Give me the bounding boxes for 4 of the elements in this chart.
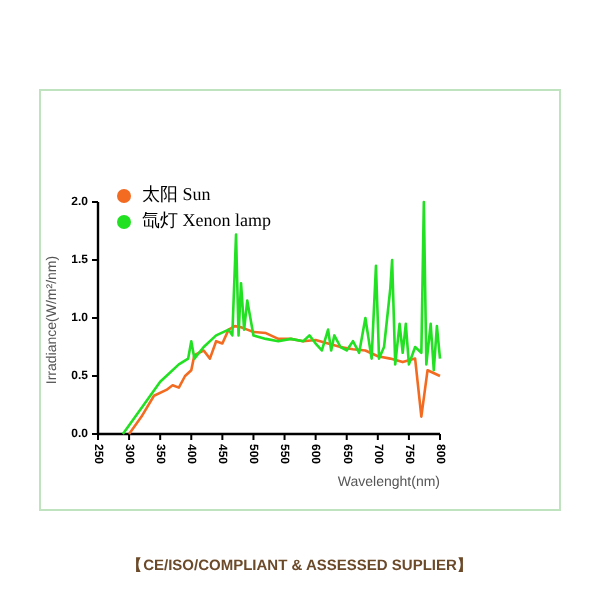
legend-label: 太阳 Sun [142,184,212,205]
legend-label: 氙灯 Xenon lamp [142,210,272,231]
line-series [127,324,442,436]
line-series [121,200,442,436]
